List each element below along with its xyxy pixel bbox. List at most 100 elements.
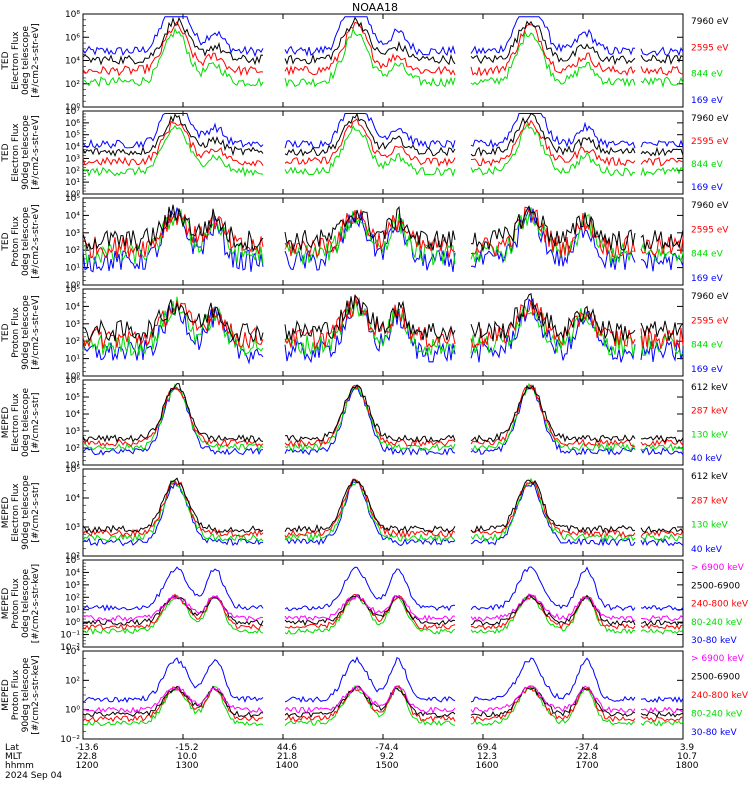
legend-entry: 2595 eV [691, 316, 729, 326]
y-tick-label: 10⁵ [65, 131, 80, 141]
y-tick-label: 10³ [65, 229, 80, 239]
y-tick-label: 10⁶ [65, 376, 80, 386]
series-red [82, 206, 684, 259]
y-axis-label: [#/cm2-s-str] [31, 392, 41, 452]
y-tick-label: 10³ [65, 523, 80, 533]
legend-entry: 612 keV [691, 383, 728, 393]
y-tick-label: 10⁰ [65, 372, 80, 382]
y-axis-label: Electron Flux [11, 31, 21, 90]
footer-value: 3.9 [680, 743, 695, 753]
series-blue [82, 481, 684, 547]
y-axis-label: Proton Flux [11, 669, 21, 720]
y-tick-label: 10¹ [65, 264, 80, 274]
y-tick-label: 10⁰ [65, 618, 80, 628]
y-axis-label: 90deg telescope [21, 657, 31, 732]
series-blue [82, 113, 684, 150]
y-axis-label: TED [1, 51, 11, 70]
y-axis-label: MEPED [1, 497, 11, 529]
series-green [82, 382, 684, 452]
y-tick-label: 10⁻¹ [60, 631, 80, 641]
legend-entry: 80-240 keV [691, 710, 743, 720]
y-tick-label: 10² [65, 676, 80, 686]
y-axis-label: 90deg telescope [21, 475, 31, 550]
y-tick-label: 10⁶ [65, 119, 80, 129]
series-magenta [82, 685, 684, 714]
y-axis-label: MEPED [1, 588, 11, 620]
y-tick-label: 10⁴ [65, 211, 80, 221]
panel-6: 10² 10³ 10⁴ 10⁵ MEPED Electron Flux 90deg tele… [1, 465, 728, 562]
y-axis-label: [#/cm2-s-str-eV] [31, 204, 41, 279]
panel-8: 10⁻² 10⁰ 10² 10⁴ MEPED Proton Flux 90deg teles… [1, 647, 749, 745]
y-tick-label: 10⁰ [65, 706, 80, 716]
y-tick-label: 10⁵ [65, 465, 80, 475]
y-tick-label: 10⁸ [65, 10, 80, 20]
legend-entry: 30-80 keV [691, 728, 737, 738]
panel-7: 10⁻² 10⁻¹ 10⁰ 10¹ 10² 10³ 10⁴ 10⁵ MEPED Proton Fl… [1, 556, 749, 653]
legend-entry: 80-240 keV [691, 618, 743, 628]
footer-value: 1500 [376, 761, 399, 771]
legend-entry: 130 keV [691, 430, 728, 440]
legend-entry: 2595 eV [691, 137, 729, 147]
legend-entry: > 6900 keV [691, 563, 745, 573]
series-green [82, 296, 684, 357]
footer-value: 22.8 [577, 752, 597, 762]
y-tick-label: 10⁴ [65, 494, 80, 504]
y-axis-label: MEPED [1, 407, 11, 439]
y-axis-label: TED [1, 232, 11, 251]
series-black [82, 293, 684, 343]
y-tick-label: 10¹ [65, 355, 80, 365]
y-tick-label: 10¹ [65, 178, 80, 188]
y-axis-label: 0deg telescope [21, 569, 31, 639]
y-tick-label: 10⁷ [65, 107, 80, 117]
footer-value: 1400 [276, 761, 299, 771]
y-axis-label: [#/cm2-s-str-eV] [31, 115, 41, 190]
panel-frame [82, 379, 684, 466]
y-axis-label: TED [1, 323, 11, 342]
y-axis-label: 90deg telescope [21, 295, 31, 370]
y-tick-label: 10³ [65, 320, 80, 330]
y-axis-label: [#/cm2-s-str] [31, 482, 41, 542]
legend-entry: 7960 eV [691, 292, 729, 302]
footer-value: 1600 [476, 761, 499, 771]
legend-entry: 169 eV [691, 96, 724, 106]
legend-entry: 844 eV [691, 341, 724, 351]
footer-value: 1300 [176, 761, 199, 771]
legend-entry: > 6900 keV [691, 654, 745, 664]
series-blue [82, 297, 684, 365]
series-blue [82, 656, 684, 704]
footer-value: -37.4 [575, 743, 599, 753]
footer-value: 9.2 [380, 752, 394, 762]
legend-entry: 240-800 keV [691, 691, 749, 701]
y-axis-label: 90deg telescope [21, 115, 31, 190]
footer-row-label: Lat [5, 743, 20, 753]
footer-row-label: hhmm [5, 761, 34, 771]
y-axis-label: Electron Flux [11, 123, 21, 182]
footer-value: 1200 [76, 761, 99, 771]
series-red [82, 21, 684, 77]
footer-value: -74.4 [375, 743, 399, 753]
chart-title: NOAA18 [351, 1, 399, 14]
y-axis-label: 0deg telescope [21, 26, 31, 96]
y-tick-label: 10² [65, 444, 80, 454]
y-tick-label: 10⁴ [65, 57, 80, 67]
legend-entry: 169 eV [691, 274, 724, 284]
legend-entry: 2500-6900 [691, 673, 740, 683]
y-axis-label: [#/cm2-s-str-keV] [31, 655, 41, 734]
y-tick-label: 10⁴ [65, 410, 80, 420]
legend-entry: 2595 eV [691, 225, 729, 235]
y-tick-label: 10² [65, 246, 80, 256]
y-axis-label: 0deg telescope [21, 388, 31, 458]
y-axis-label: [#/cm2-s-str-eV] [31, 295, 41, 370]
series-black [82, 383, 684, 444]
legend-entry: 30-80 keV [691, 636, 737, 646]
series-green [82, 684, 684, 727]
series-green [82, 477, 684, 543]
footer-value: 1700 [576, 761, 599, 771]
y-tick-label: 10⁴ [65, 568, 80, 578]
legend-entry: 287 keV [691, 407, 728, 417]
legend-entry: 7960 eV [691, 201, 729, 211]
y-tick-label: 10¹ [65, 461, 80, 471]
y-tick-label: 10³ [65, 581, 80, 591]
footer-value: 12.3 [477, 752, 497, 762]
